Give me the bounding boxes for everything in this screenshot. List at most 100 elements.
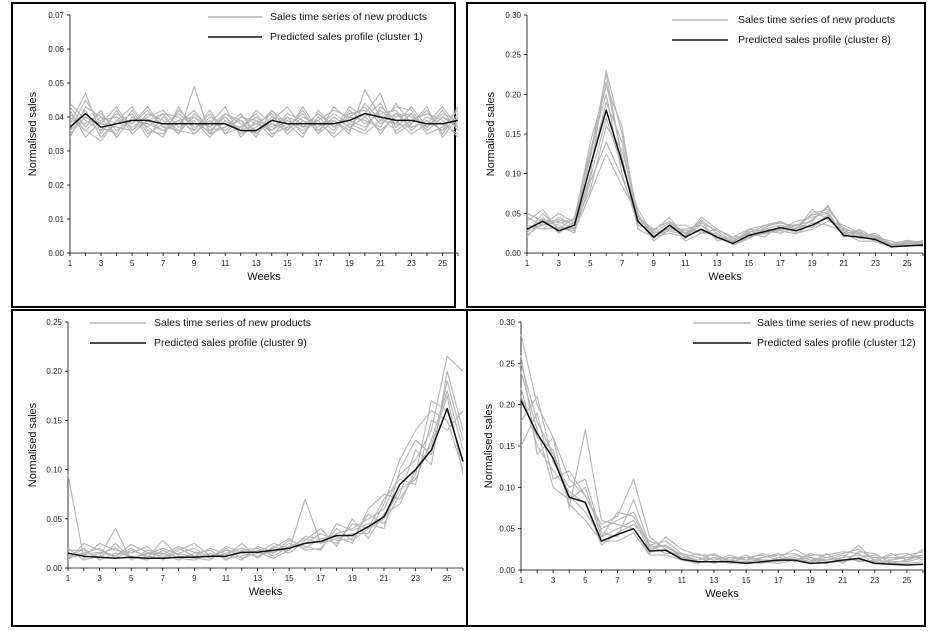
y-tick-label: 0.25 [499,359,515,368]
observed-series-line [526,153,923,247]
x-tick-label: 21 [839,259,848,268]
x-tick-label: 5 [583,576,588,585]
y-axis-title: Normalised sales [27,402,39,487]
y-tick-label: 0.10 [46,466,62,475]
x-tick-label: 1 [66,574,71,583]
x-axis-title: Weeks [708,271,742,283]
y-tick-label: 0.20 [499,401,515,410]
x-tick-label: 3 [551,576,556,585]
legend-label-predicted: Predicted sales profile (cluster 12) [757,337,916,349]
y-tick-label: 0.30 [505,11,521,20]
chart-panel-4: 0.000.050.100.150.200.250.301 3 5 7 9 11 13 15 1… [466,309,926,627]
y-tick-label: 0.03 [48,147,64,156]
x-tick-label: 13 [710,576,719,585]
observed-series-line [67,370,464,561]
x-tick-label: 1 [525,259,530,268]
legend-label-observed: Sales time series of new products [154,317,311,329]
observed-series-line [67,410,464,561]
predicted-profile-line [69,112,459,132]
observed-series-line [67,410,464,559]
x-tick-label: 21 [376,259,385,268]
x-tick-label: 1 [68,259,73,268]
y-tick-label: 0.01 [48,215,64,224]
x-tick-label: 15 [742,576,751,585]
predicted-profile-line [67,407,464,559]
y-tick-label: 0.25 [505,51,521,60]
legend-label-predicted: Predicted sales profile (cluster 9) [154,337,307,349]
observed-series-line [67,355,464,559]
x-tick-label: 17 [314,259,323,268]
observed-series-line [520,371,924,564]
legend: Sales time series of new products Predict… [693,317,916,349]
y-tick-label: 0.06 [48,45,64,54]
y-tick-label: 0.05 [46,515,62,524]
x-tick-label: 25 [902,576,911,585]
y-tick-label: 0.00 [48,249,64,258]
observed-series-line [67,400,464,559]
x-tick-label: 19 [806,576,815,585]
observed-series-line [520,396,924,564]
y-tick-label: 0.15 [499,442,515,451]
x-tick-label: 17 [774,576,783,585]
x-tick-label: 1 [519,576,524,585]
legend-label-observed: Sales time series of new products [270,11,427,23]
observed-series-line [69,92,459,138]
x-tick-label: 3 [556,259,561,268]
x-tick-label: 9 [192,259,197,268]
x-tick-label: 9 [192,574,197,583]
predicted-profile-line [526,109,924,248]
chart-panel-2: 0.000.050.100.150.200.250.301 3 5 7 9 11 13 15 1… [466,2,926,308]
y-axis-title: Normalised sales [27,91,39,176]
x-tick-label: 13 [253,574,262,583]
y-tick-label: 0.15 [505,130,521,139]
x-tick-label: 7 [161,259,166,268]
x-tick-label: 23 [407,259,416,268]
x-tick-label: 21 [838,576,847,585]
observed-series-line [520,395,923,564]
x-tick-label: 19 [808,259,817,268]
x-tick-label: 11 [681,259,690,268]
observed-series-line [520,355,924,564]
y-tick-label: 0.05 [499,525,515,534]
panel-frame [11,309,468,627]
x-tick-label: 15 [744,259,753,268]
y-tick-label: 0.15 [46,416,62,425]
x-tick-label: 25 [903,259,912,268]
x-tick-label: 9 [647,576,652,585]
panel-frame [466,309,926,627]
y-tick-label: 0.05 [505,209,521,218]
x-tick-label: 5 [129,574,134,583]
x-tick-label: 15 [285,574,294,583]
observed-series-line [526,69,924,248]
legend-label-observed: Sales time series of new products [757,317,914,329]
x-tick-label: 5 [588,259,593,268]
panel-frame [11,2,456,308]
y-tick-label: 0.20 [505,90,521,99]
x-tick-label: 3 [99,259,104,268]
panel-frame [466,2,926,308]
y-axis-title: Normalised sales [485,91,497,176]
legend: Sales time series of new products Predict… [672,14,895,46]
legend: Sales time series of new products Predict… [90,317,311,349]
y-tick-label: 0.04 [48,113,64,122]
y-tick-label: 0.30 [499,318,515,327]
x-tick-label: 19 [348,574,357,583]
x-tick-label: 23 [411,574,420,583]
observed-series-line [67,390,464,561]
y-tick-label: 0.10 [499,483,515,492]
y-axis-title: Normalised sales [483,403,495,488]
x-tick-label: 13 [252,259,261,268]
x-axis-title: Weeks [247,271,281,283]
x-tick-label: 23 [870,576,879,585]
x-tick-label: 19 [345,259,354,268]
observed-series-line [69,106,459,135]
y-tick-label: 0.10 [505,170,521,179]
x-tick-label: 25 [438,259,447,268]
legend: Sales time series of new products Predict… [208,11,427,43]
x-tick-label: 15 [283,259,292,268]
y-tick-label: 0.00 [46,564,62,573]
x-axis-title: Weeks [705,588,739,600]
predicted-profile-line [520,400,924,566]
legend-label-observed: Sales time series of new products [738,14,895,26]
